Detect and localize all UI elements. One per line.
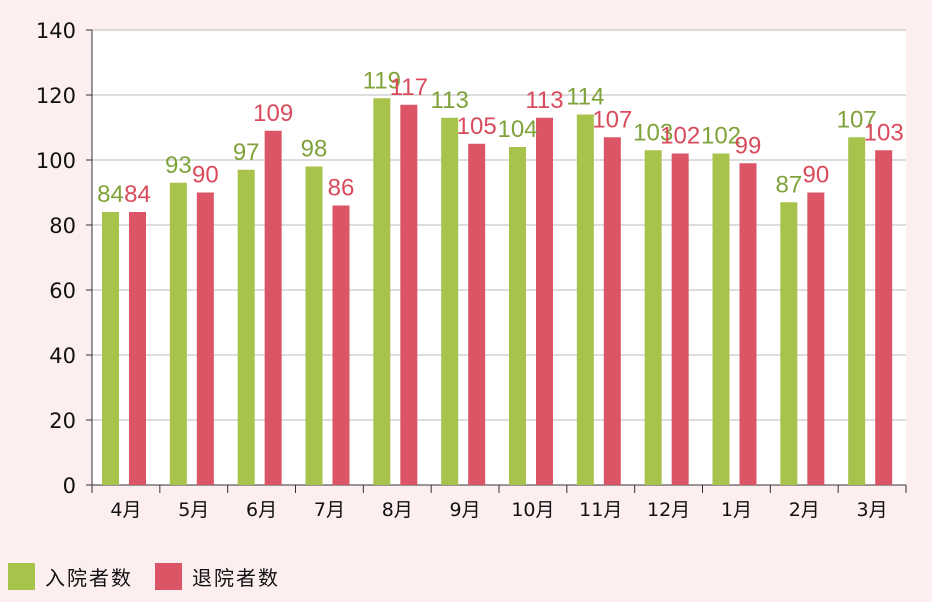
- legend: 入院者数 退院者数: [0, 556, 294, 596]
- gridlines: [92, 29, 906, 421]
- y-tick-label: 80: [49, 214, 76, 238]
- data-label-discharges: 113: [525, 87, 563, 114]
- data-label-admissions: 84: [97, 181, 124, 208]
- data-label-discharges: 103: [864, 119, 904, 146]
- bar-discharges: [739, 163, 757, 485]
- x-tick-label: 9月: [450, 499, 481, 521]
- bar-discharges: [196, 192, 214, 485]
- data-label-admissions: 93: [165, 152, 192, 179]
- data-label-discharges: 109: [253, 100, 293, 127]
- data-label-admissions: 87: [775, 171, 802, 198]
- bar-discharges: [875, 150, 893, 485]
- y-tick-label: 100: [36, 149, 76, 173]
- data-label-admissions: 102: [701, 123, 741, 150]
- bar-discharges: [129, 212, 146, 485]
- data-label-admissions: 97: [233, 139, 260, 166]
- bar-discharges: [264, 130, 282, 485]
- x-tick-label: 6月: [246, 499, 277, 521]
- bar-admissions: [305, 166, 323, 485]
- data-label-discharges: 90: [192, 162, 219, 189]
- bar-admissions: [576, 114, 594, 485]
- x-tick-label: 5月: [178, 499, 209, 521]
- x-tick-label: 8月: [382, 499, 413, 521]
- bar-admissions: [102, 212, 119, 485]
- bar-admissions: [848, 137, 866, 485]
- data-label-discharges: 90: [802, 162, 829, 189]
- legend-swatch-admissions: [8, 562, 35, 590]
- bar-discharges: [400, 104, 418, 485]
- legend-label-admissions: 入院者数: [45, 565, 133, 590]
- bar-discharges: [603, 137, 621, 485]
- legend-item-discharges: 退院者数: [147, 562, 280, 591]
- y-tick-label: 140: [36, 19, 76, 43]
- y-tick-label: 120: [36, 84, 76, 108]
- data-label-admissions: 103: [633, 119, 673, 146]
- bar-discharges: [332, 205, 350, 485]
- y-tick-label: 40: [49, 344, 76, 368]
- x-tick-label: 3月: [857, 499, 888, 521]
- data-label-admissions: 114: [566, 84, 604, 111]
- bar-admissions: [509, 147, 526, 485]
- data-label-admissions: 119: [363, 67, 401, 94]
- bar-discharges: [807, 192, 825, 485]
- data-label-discharges: 107: [592, 106, 632, 133]
- bar-admissions: [237, 169, 255, 485]
- data-label-discharges: 102: [660, 123, 700, 150]
- bar-admissions: [644, 150, 662, 485]
- x-tick-label: 11月: [579, 499, 622, 521]
- x-tick-label: 12月: [647, 499, 690, 521]
- data-label-discharges: 99: [735, 132, 762, 159]
- data-label-discharges: 117: [390, 74, 428, 101]
- y-axis-ticks: 0 20 40 60 80 100 120 140: [36, 19, 92, 498]
- legend-label-discharges: 退院者数: [192, 565, 280, 590]
- data-label-discharges: 105: [457, 113, 497, 140]
- legend-swatch-discharges: [155, 562, 182, 590]
- data-label-discharges: 86: [328, 175, 355, 202]
- legend-item-admissions: 入院者数: [0, 562, 133, 591]
- data-label-admissions: 107: [837, 106, 877, 133]
- bar-admissions: [373, 98, 391, 485]
- bar-discharges: [671, 153, 689, 485]
- plot-area: [92, 30, 906, 485]
- x-tick-label: 10月: [511, 499, 554, 521]
- y-tick-label: 60: [49, 279, 76, 303]
- bars: [102, 98, 893, 485]
- x-tick-label: 4月: [110, 499, 141, 521]
- bar-discharges: [536, 117, 553, 485]
- y-tick-label: 0: [63, 474, 76, 498]
- data-label-admissions: 113: [431, 87, 469, 114]
- x-tick-label: 1月: [721, 499, 752, 521]
- data-label-admissions: 104: [497, 116, 537, 143]
- x-tick-label: 7月: [314, 499, 345, 521]
- x-axis-ticks: 4月 5月 6月 7月 8月 9月 10月 11月 12月 1月 2月 3月: [91, 485, 907, 521]
- data-label-admissions: 98: [301, 136, 328, 163]
- x-tick-label: 2月: [789, 499, 820, 521]
- data-label-discharges: 84: [124, 181, 151, 208]
- bar-admissions: [441, 117, 459, 485]
- bar-admissions: [169, 182, 187, 485]
- bar-admissions: [712, 153, 730, 485]
- y-tick-label: 20: [49, 409, 76, 433]
- bar-admissions: [780, 202, 798, 485]
- bar-discharges: [468, 143, 486, 485]
